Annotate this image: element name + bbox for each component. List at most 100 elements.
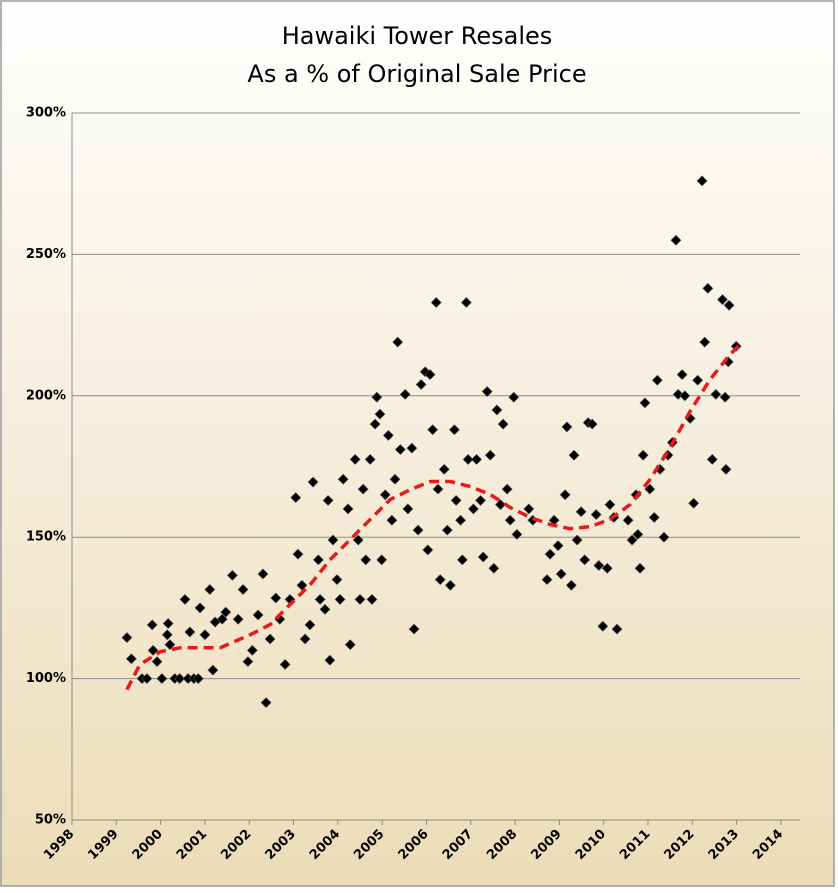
point bbox=[279, 659, 291, 670]
point bbox=[141, 673, 153, 685]
point bbox=[575, 506, 587, 518]
point bbox=[622, 514, 634, 526]
point bbox=[290, 492, 302, 504]
point bbox=[424, 369, 436, 381]
point bbox=[292, 548, 304, 560]
point bbox=[639, 397, 651, 409]
point bbox=[590, 509, 602, 521]
point bbox=[438, 463, 450, 475]
point bbox=[508, 391, 520, 403]
point bbox=[541, 574, 553, 586]
point bbox=[720, 463, 732, 475]
y-tick-label: 150% bbox=[26, 530, 66, 545]
point bbox=[422, 544, 434, 556]
point bbox=[444, 579, 456, 591]
point bbox=[450, 495, 462, 506]
point bbox=[441, 524, 453, 536]
point bbox=[304, 619, 316, 631]
chart-subtitle: As a % of Original Sale Price bbox=[247, 60, 586, 88]
point bbox=[334, 593, 346, 605]
point bbox=[199, 629, 211, 641]
point bbox=[460, 297, 472, 308]
point bbox=[637, 449, 649, 461]
point bbox=[179, 593, 191, 605]
point bbox=[497, 418, 509, 430]
point bbox=[644, 483, 656, 495]
point bbox=[692, 374, 704, 386]
point bbox=[399, 388, 411, 400]
point bbox=[555, 568, 567, 580]
point bbox=[366, 593, 378, 605]
point bbox=[696, 175, 708, 187]
point bbox=[648, 511, 660, 523]
point bbox=[360, 554, 372, 566]
point bbox=[246, 644, 258, 656]
point bbox=[151, 656, 163, 668]
point bbox=[192, 673, 204, 685]
point bbox=[374, 408, 386, 420]
point bbox=[702, 282, 714, 294]
point bbox=[717, 294, 728, 306]
point bbox=[344, 639, 356, 651]
point bbox=[676, 369, 688, 381]
point bbox=[495, 499, 506, 511]
point bbox=[586, 418, 598, 430]
point bbox=[216, 613, 228, 625]
point bbox=[147, 644, 159, 656]
point bbox=[448, 424, 460, 436]
point bbox=[552, 540, 564, 552]
point bbox=[319, 603, 331, 615]
point bbox=[634, 562, 646, 574]
point bbox=[412, 524, 424, 536]
y-tick-label: 300% bbox=[26, 106, 66, 121]
point bbox=[204, 584, 216, 595]
point bbox=[322, 495, 334, 506]
point bbox=[511, 528, 523, 540]
point bbox=[430, 297, 442, 308]
point bbox=[501, 483, 513, 495]
point bbox=[601, 562, 613, 574]
point bbox=[161, 629, 173, 641]
point bbox=[260, 697, 272, 709]
point bbox=[184, 626, 196, 638]
point bbox=[670, 234, 682, 246]
point bbox=[242, 656, 254, 668]
point bbox=[299, 633, 311, 645]
point bbox=[579, 554, 591, 566]
point bbox=[314, 593, 326, 605]
point bbox=[379, 489, 391, 501]
point bbox=[523, 503, 535, 515]
point bbox=[434, 574, 446, 586]
point bbox=[559, 489, 571, 501]
chart-title: Hawaiki Tower Resales bbox=[282, 22, 553, 50]
point bbox=[194, 602, 206, 614]
point bbox=[162, 618, 174, 629]
point bbox=[477, 551, 489, 563]
point bbox=[719, 391, 731, 403]
point bbox=[604, 499, 616, 511]
point bbox=[382, 429, 394, 441]
point bbox=[658, 531, 670, 543]
point bbox=[427, 424, 439, 436]
point bbox=[632, 528, 644, 540]
point bbox=[324, 654, 336, 666]
trend-line bbox=[125, 343, 742, 691]
point bbox=[406, 442, 418, 454]
point bbox=[352, 534, 364, 546]
point bbox=[369, 418, 381, 430]
y-tick-label: 100% bbox=[26, 671, 66, 686]
point bbox=[156, 673, 168, 685]
point bbox=[342, 503, 354, 515]
point bbox=[626, 534, 638, 546]
point bbox=[481, 386, 493, 397]
point bbox=[679, 390, 691, 402]
point bbox=[349, 454, 361, 465]
point bbox=[706, 454, 718, 465]
point bbox=[544, 548, 556, 560]
point bbox=[415, 379, 427, 390]
point bbox=[237, 584, 249, 595]
point bbox=[121, 632, 133, 644]
